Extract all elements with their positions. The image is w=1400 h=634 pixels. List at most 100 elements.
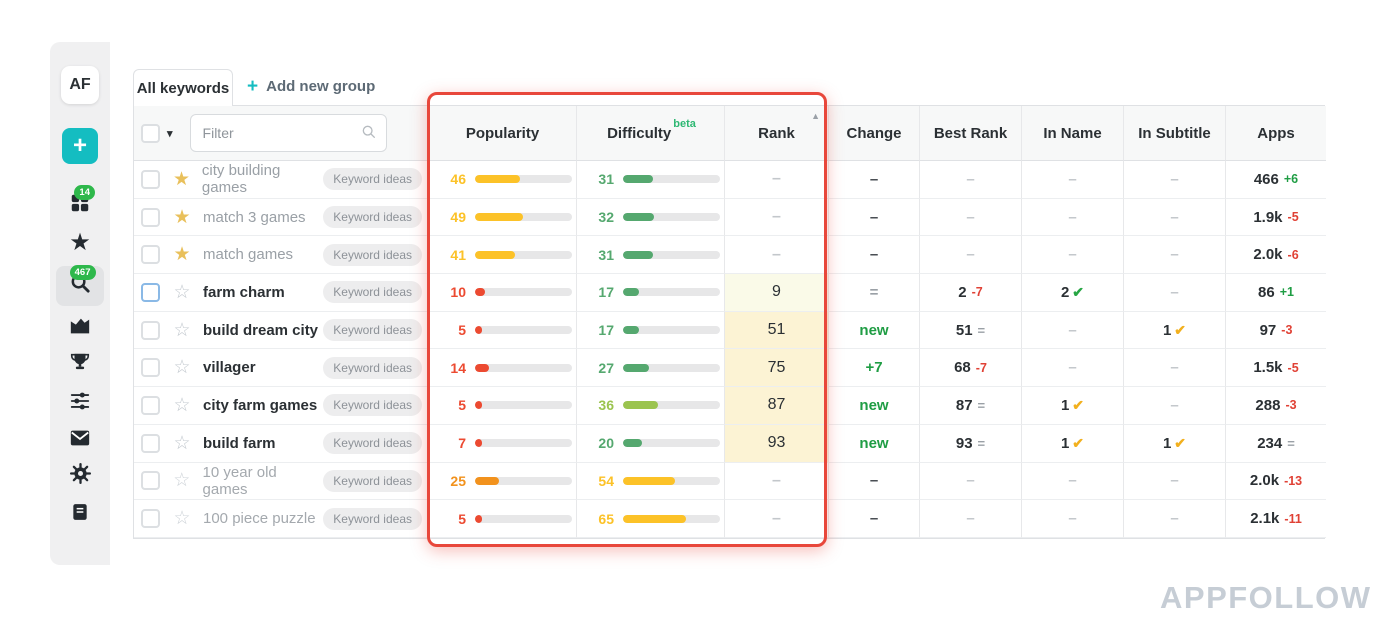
in-subtitle-cell: – [1123,387,1225,425]
keyword-ideas-badge[interactable]: Keyword ideas [323,394,422,417]
keyword-label[interactable]: build dream city [203,321,319,339]
filter-input[interactable] [189,114,387,152]
keyword-ideas-badge[interactable]: Keyword ideas [323,243,422,266]
change-value: = [869,283,879,301]
row-checkbox[interactable] [141,471,160,491]
change-cell: – [828,236,919,275]
cell-value: 1.5k [1253,359,1283,377]
cell-value: 1 [1060,434,1070,452]
keyword-cell: ☆ 10 year old games Keyword ideas [134,462,428,501]
keyword-label[interactable]: build farm [203,434,276,452]
column-header-apps[interactable]: Apps [1225,106,1326,161]
beta-badge: beta [673,118,696,130]
best-rank-cell: – [919,161,1021,199]
keyword-ideas-badge[interactable]: Keyword ideas [323,319,422,342]
row-checkbox[interactable] [141,169,160,189]
sidebar-item-analytics[interactable] [56,310,104,346]
tab-all-keywords[interactable]: All keywords [133,69,233,106]
cell-delta: -3 [1285,398,1297,413]
sidebar-item-favorites[interactable]: ★ [56,225,104,261]
column-header-change[interactable]: Change [828,106,919,161]
bar-value: 32 [598,209,614,226]
keyword-label[interactable]: city farm games [203,396,318,414]
sidebar-item-integrations[interactable] [56,385,104,421]
row-checkbox[interactable] [141,358,160,378]
cell-value: 2.0k [1249,472,1280,490]
bar-track [475,175,572,184]
sort-asc-icon[interactable]: ▲ [811,111,820,121]
star-toggle[interactable]: ☆ [173,508,191,530]
cell-value: 466 [1253,170,1279,188]
row-checkbox[interactable] [141,509,160,529]
star-toggle[interactable]: ☆ [173,432,191,454]
star-toggle[interactable]: ☆ [173,470,191,492]
change-cell: new [828,424,919,463]
column-header-difficulty[interactable]: Difficulty beta [576,106,724,161]
app-logo[interactable]: AF [61,66,99,104]
keyword-cell: ★ match games Keyword ideas [134,236,428,275]
keyword-label[interactable]: villager [203,359,256,377]
popularity-cell: 25 [428,462,576,501]
column-header-best-rank[interactable]: Best Rank [919,106,1021,161]
keyword-label[interactable]: 10 year old games [202,463,277,498]
sidebar-item-keywords[interactable]: 467 [56,265,104,306]
bar-track [623,288,720,297]
row-checkbox[interactable] [141,282,160,302]
popularity-cell: 10 [428,274,576,312]
sidebar-item-apps[interactable]: 14 [56,184,104,223]
keyword-label[interactable]: match games [203,246,294,264]
keyword-ideas-badge[interactable]: Keyword ideas [323,168,422,191]
keyword-label[interactable]: farm charm [203,283,285,301]
star-toggle[interactable]: ☆ [173,319,191,341]
row-checkbox[interactable] [141,245,160,265]
in-subtitle-cell: – [1123,462,1225,501]
keyword-ideas-badge[interactable]: Keyword ideas [323,281,422,304]
bar-fill [475,213,523,222]
keyword-ideas-badge[interactable]: Keyword ideas [323,507,422,530]
cell-delta: = [977,435,986,451]
keyword-ideas-badge[interactable]: Keyword ideas [323,432,422,455]
add-app-button[interactable]: + [62,128,98,164]
keyword-ideas-badge[interactable]: Keyword ideas [323,206,422,229]
keyword-ideas-badge[interactable]: Keyword ideas [323,469,422,492]
row-checkbox[interactable] [141,207,160,227]
sidebar-item-top-charts[interactable] [56,346,104,382]
keyword-ideas-badge[interactable]: Keyword ideas [323,356,422,379]
change-cell: – [828,161,919,199]
column-header-in-subtitle[interactable]: In Subtitle [1123,106,1225,161]
keyword-cell: ☆ 100 piece puzzle Keyword ideas [134,500,428,538]
select-all-checkbox[interactable] [141,123,160,143]
row-checkbox[interactable] [141,433,160,453]
column-header-rank[interactable]: Rank ▲ [724,106,828,161]
column-header-in-name[interactable]: In Name [1021,106,1123,161]
add-group-button[interactable]: + Add new group [247,77,375,96]
star-toggle[interactable]: ☆ [173,281,191,303]
keyword-label[interactable]: 100 piece puzzle [203,510,316,528]
rank-cell: – [724,462,828,501]
bar-value: 46 [450,171,466,188]
sidebar-item-settings[interactable] [56,458,104,494]
bar-value: 5 [458,397,466,414]
bar-track [475,363,572,372]
star-toggle[interactable]: ★ [172,168,190,190]
difficulty-cell: 17 [576,274,724,312]
row-checkbox[interactable] [141,395,160,415]
keyword-cell: ☆ build farm Keyword ideas [134,424,428,463]
sidebar-item-docs[interactable] [56,496,104,532]
keyword-label[interactable]: city building games [201,162,281,197]
column-label: In Name [1043,124,1102,142]
caret-down-icon[interactable]: ▾ [167,127,173,140]
star-toggle[interactable]: ☆ [173,357,191,379]
cell-delta: +6 [1283,172,1299,187]
star-toggle[interactable]: ☆ [173,394,191,416]
keyword-cell: ☆ farm charm Keyword ideas [134,274,428,312]
column-header-popularity[interactable]: Popularity [428,106,576,161]
row-checkbox[interactable] [141,320,160,340]
best-rank-cell: 93 = [919,424,1021,463]
bar-track [475,439,572,448]
popularity-cell: 5 [428,387,576,425]
star-toggle[interactable]: ★ [173,244,191,266]
sidebar-item-inbox[interactable] [56,422,104,458]
keyword-label[interactable]: match 3 games [203,208,306,226]
star-toggle[interactable]: ★ [173,206,191,228]
